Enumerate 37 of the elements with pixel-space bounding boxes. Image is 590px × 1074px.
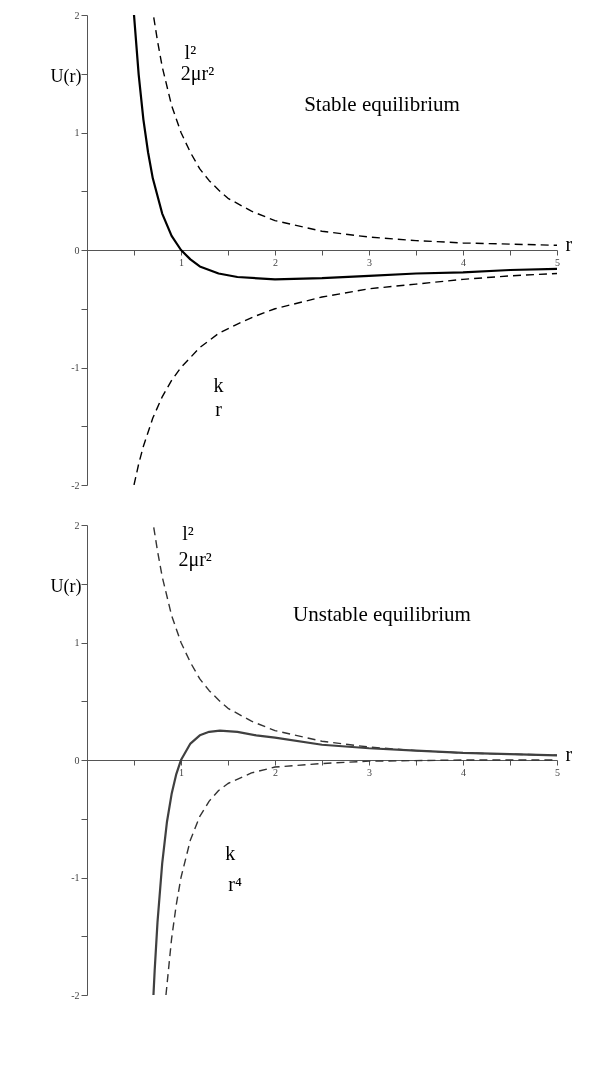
x-tick-label: 1 [179, 766, 184, 778]
x-tick-label: 4 [461, 256, 466, 268]
annotation: l² [182, 522, 194, 545]
text: Stable equilibrium [304, 92, 460, 116]
annotation: k [225, 842, 236, 864]
x-tick-label: 5 [555, 256, 560, 268]
y-tick-label: 2 [74, 9, 80, 21]
annotation: 2μr² [178, 548, 212, 572]
x-tick-label: 4 [461, 766, 466, 778]
x-tick-label: 2 [273, 766, 278, 778]
annotation: k [213, 374, 224, 397]
y-tick-label: 0 [74, 244, 80, 256]
x-axis-title: r [565, 742, 573, 765]
y-axis-title: U(r) [50, 65, 82, 87]
y-tick-label: 1 [74, 127, 80, 138]
y-tick-label: -1 [71, 872, 80, 883]
x-tick-label: 3 [367, 256, 372, 268]
line-series [133, 272, 557, 485]
annotation: r [215, 397, 223, 420]
y-tick-label: -1 [71, 362, 80, 373]
x-tick-label: 5 [555, 766, 560, 778]
annotation: l² [184, 40, 197, 63]
y-tick-label: -2 [71, 479, 80, 491]
y-tick-label: 1 [74, 637, 80, 648]
x-tick-label: 3 [367, 766, 372, 778]
x-axis-title: r [565, 232, 573, 255]
annotation: 2μr² [180, 61, 215, 85]
text: Unstable equilibrium [293, 602, 471, 626]
y-tick-label: 0 [74, 754, 80, 766]
line-series [132, 15, 557, 281]
y-tick-label: -2 [71, 989, 80, 1001]
x-tick-label: 2 [273, 256, 278, 268]
x-tick-label: 1 [179, 256, 184, 268]
y-axis-title: U(r) [50, 575, 82, 597]
line-series [153, 16, 557, 246]
y-tick-label: 2 [74, 519, 80, 531]
annotation: r⁴ [228, 872, 242, 895]
